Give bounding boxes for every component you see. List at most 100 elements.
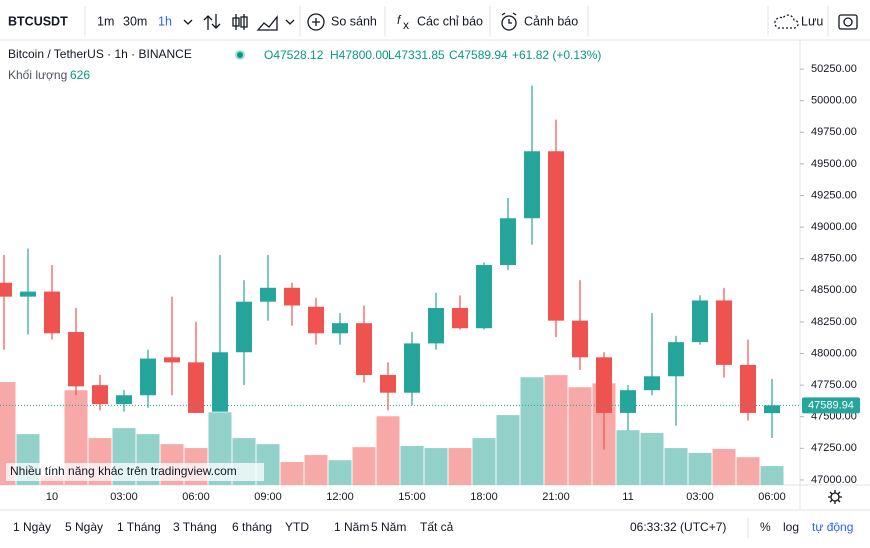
y-tick-label: 48250.00	[811, 316, 857, 328]
indicators-button[interactable]: Các chỉ báo	[417, 14, 483, 28]
volume-bar	[352, 447, 376, 485]
y-tick-label: 48750.00	[811, 253, 857, 265]
volume-bar	[328, 460, 352, 485]
volume-bar	[640, 432, 664, 485]
range-button[interactable]: 3 Tháng	[173, 520, 217, 534]
area-icon[interactable]	[256, 15, 278, 31]
candle-body	[260, 287, 276, 302]
clock: 06:33:32 (UTC+7)	[630, 520, 726, 534]
compare-icon[interactable]	[307, 13, 325, 31]
candle-body	[500, 218, 516, 266]
alert-icon-hands	[501, 12, 517, 24]
ohlc-high: H47800.00	[330, 48, 389, 62]
volume-bar	[400, 445, 424, 485]
interval[interactable]: 1m	[97, 14, 114, 28]
y-tick-label: 49000.00	[811, 221, 857, 233]
bars-icon[interactable]	[203, 14, 221, 30]
candle-body	[596, 357, 612, 413]
candle-body	[692, 300, 708, 343]
toolbar: BTCUSDT 1m 30m 1h So sánh f x Các chỉ bá…	[0, 6, 870, 41]
snapshot-icon[interactable]	[838, 14, 858, 30]
percent-toggle[interactable]: %	[760, 520, 771, 534]
y-tick-label: 47750.00	[811, 379, 857, 391]
watermark[interactable]: Nhiều tính năng khác trên tradingview.co…	[10, 464, 237, 478]
x-tick-label: 10	[46, 491, 58, 503]
candle-body	[740, 364, 756, 413]
volume-bar	[568, 387, 592, 485]
settings-icon-teeth	[828, 490, 842, 504]
interval-active[interactable]: 1h	[158, 14, 172, 28]
range-button[interactable]: Tất cả	[420, 520, 454, 534]
volume-bar	[712, 448, 736, 485]
candle-body	[140, 358, 156, 396]
candle-body	[716, 300, 732, 365]
y-tick-label: 48000.00	[811, 347, 857, 359]
status-dot	[237, 52, 243, 58]
last-price-label: 47589.94	[808, 399, 854, 411]
volume-bar	[688, 452, 712, 485]
x-tick-label: 11	[622, 491, 633, 503]
range-button[interactable]: 1 Tháng	[117, 520, 161, 534]
candle-body	[644, 376, 660, 391]
volume-bar	[280, 461, 304, 485]
y-tick-label: 50250.00	[811, 63, 857, 75]
compare-button[interactable]: So sánh	[331, 14, 377, 28]
watermark-bg	[6, 463, 264, 481]
ohlc-change: +61.82 (+0.13%)	[512, 48, 601, 62]
legend: Bitcoin / TetherUS · 1h · BINANCE O47528…	[8, 47, 601, 82]
candle-body	[764, 405, 780, 414]
fx-icon-x: x	[403, 18, 409, 32]
candle-body	[476, 265, 492, 329]
candle-body	[0, 282, 12, 297]
x-tick-label: 15:00	[398, 491, 426, 503]
range-button[interactable]: 5 Ngày	[65, 520, 103, 534]
volume-bar	[448, 448, 472, 485]
volume-bar	[664, 448, 688, 485]
interval[interactable]: 30m	[123, 14, 147, 28]
candle-body	[20, 291, 36, 297]
ohlc-low: L47331.85	[388, 48, 445, 62]
volume-bar	[0, 382, 16, 485]
alert-icon[interactable]	[501, 15, 517, 31]
volume-bar	[760, 466, 784, 485]
x-tick-label: 03:00	[110, 491, 138, 503]
range-button[interactable]: 6 tháng	[232, 520, 272, 534]
y-tick-label: 50000.00	[811, 95, 857, 107]
alerts-button[interactable]: Cảnh báo	[524, 14, 578, 28]
ohlc-close: C47589.94	[449, 48, 508, 62]
volume-bar	[520, 377, 544, 485]
save-button[interactable]: Lưu	[801, 14, 823, 28]
candle-body	[188, 362, 204, 413]
range-button[interactable]: 5 Năm	[371, 520, 406, 534]
symbol[interactable]: BTCUSDT	[8, 14, 68, 28]
range-button[interactable]: 1 Năm	[334, 520, 369, 534]
candle-body	[308, 306, 324, 334]
candles-icon[interactable]	[232, 14, 248, 30]
candle-body	[548, 151, 564, 321]
candle-body	[428, 308, 444, 344]
fx-icon[interactable]: f	[397, 13, 402, 27]
range-button[interactable]: 1 Ngày	[13, 520, 51, 534]
interval-dropdown[interactable]	[183, 19, 193, 25]
bottom-bar: 06:33:32 (UTC+7) % log tự động 1 Ngày 5 N…	[13, 518, 853, 538]
chart-type-dropdown[interactable]	[285, 19, 295, 25]
x-tick-label: 09:00	[254, 491, 282, 503]
volume-bar	[736, 457, 760, 485]
range-button[interactable]: YTD	[285, 520, 309, 534]
y-tick-label: 47000.00	[811, 474, 857, 486]
candle-body	[404, 343, 420, 393]
candle-body	[356, 323, 372, 376]
compare-plus	[312, 18, 320, 26]
candle-body	[380, 375, 396, 393]
volume-bar	[496, 415, 520, 485]
x-tick-label: 21:00	[542, 491, 570, 503]
volume-bar	[424, 448, 448, 485]
candle-body	[332, 323, 348, 334]
auto-toggle[interactable]: tự động	[812, 520, 853, 534]
log-toggle[interactable]: log	[783, 520, 799, 534]
instrument-title: Bitcoin / TetherUS · 1h · BINANCE	[8, 47, 192, 61]
snapshot-lens	[843, 17, 853, 27]
y-tick-label: 47250.00	[811, 442, 857, 454]
cloud-icon[interactable]	[774, 14, 799, 29]
volume-bar	[64, 390, 88, 485]
